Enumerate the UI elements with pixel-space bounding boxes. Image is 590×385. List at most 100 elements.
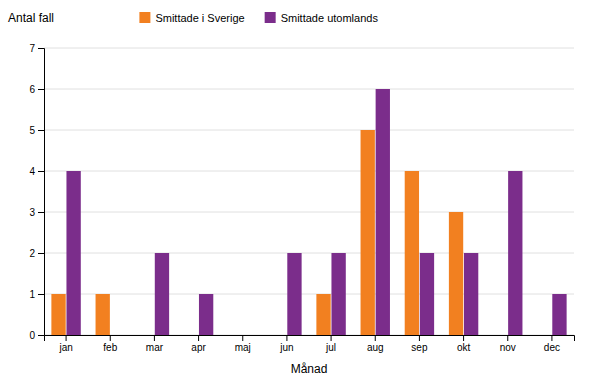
grid-line (44, 253, 574, 254)
bar (272, 335, 286, 336)
tick: maj (235, 335, 251, 353)
tick-label: dec (544, 342, 560, 353)
bars (51, 89, 566, 335)
bar (493, 335, 507, 336)
tick-label: 6 (29, 84, 35, 95)
tick-label: 5 (29, 125, 35, 136)
tick-label: jan (58, 342, 72, 353)
tick-label: okt (457, 342, 471, 353)
tick-mark (286, 335, 287, 341)
tick-mark (507, 335, 508, 341)
tick: jun (279, 335, 293, 353)
tick-mark (551, 335, 552, 341)
tick-label: jul (325, 342, 336, 353)
bar (420, 253, 434, 335)
grid-line (44, 171, 574, 172)
grid-line (44, 212, 574, 213)
chart: janfebmaraprmajjunjulaugsepoktnovdec0123… (0, 0, 590, 385)
tick-mark (38, 335, 44, 336)
axis-line (38, 49, 45, 336)
bar (96, 294, 110, 335)
grid (44, 48, 574, 335)
tick-mark (38, 171, 44, 172)
bar (66, 171, 80, 335)
tick-label: sep (411, 342, 428, 353)
tick: nov (500, 335, 516, 353)
tick: sep (411, 335, 428, 353)
bar (199, 294, 213, 335)
series (66, 89, 566, 335)
tick: 7 (29, 43, 44, 54)
tick-mark (38, 253, 44, 254)
tick: jan (58, 335, 72, 353)
tick: 2 (29, 248, 44, 259)
tick-label: apr (191, 342, 206, 353)
grid-line (44, 130, 574, 131)
bar (331, 253, 345, 335)
tick-mark (331, 335, 332, 341)
tick: aug (367, 335, 384, 353)
bar (537, 335, 551, 336)
tick: apr (191, 335, 206, 353)
tick-mark (463, 335, 464, 341)
bar (464, 253, 478, 335)
grid-line (44, 48, 574, 49)
bar (140, 335, 154, 336)
bar (243, 335, 257, 336)
tick: 1 (29, 289, 44, 300)
tick-mark (38, 212, 44, 213)
bar (361, 130, 375, 335)
y-axis: 01234567 (29, 43, 44, 341)
bar (111, 335, 125, 336)
bar (552, 294, 566, 335)
tick: 3 (29, 207, 44, 218)
tick-mark (198, 335, 199, 341)
tick-mark (419, 335, 420, 341)
tick-mark (154, 335, 155, 341)
tick-label: 2 (29, 248, 35, 259)
bar (376, 89, 390, 335)
tick-label: feb (103, 342, 117, 353)
tick-label: 1 (29, 289, 35, 300)
tick-label: jun (279, 342, 293, 353)
bar (228, 335, 242, 336)
tick-label: nov (500, 342, 516, 353)
bar (405, 171, 419, 335)
tick-mark (38, 130, 44, 131)
tick-mark (38, 89, 44, 90)
tick-label: aug (367, 342, 384, 353)
tick: mar (146, 335, 164, 353)
legend-label: Smittade utomlands (281, 12, 379, 24)
y-axis-title: Antal fall (8, 11, 54, 25)
legend-label: Smittade i Sverige (155, 12, 244, 24)
legend-swatch (139, 12, 150, 23)
bar (508, 171, 522, 335)
tick: dec (544, 335, 560, 353)
tick-mark (66, 335, 67, 341)
tick-label: 3 (29, 207, 35, 218)
tick: 4 (29, 166, 44, 177)
tick-label: 7 (29, 43, 35, 54)
bar (316, 294, 330, 335)
legend-swatch (265, 12, 276, 23)
tick-label: 4 (29, 166, 35, 177)
tick: jul (325, 335, 336, 353)
tick: 5 (29, 125, 44, 136)
bar (155, 253, 169, 335)
tick-mark (38, 48, 44, 49)
tick-mark (38, 294, 44, 295)
tick: feb (103, 335, 117, 353)
series (51, 130, 463, 335)
tick-label: mar (146, 342, 164, 353)
tick-mark (242, 335, 243, 341)
x-axis-title: Månad (291, 362, 328, 376)
grid-line (44, 89, 574, 90)
tick-mark (375, 335, 376, 341)
legend-item: Smittade utomlands (265, 12, 379, 24)
bar (287, 253, 301, 335)
grid-line (44, 294, 574, 295)
tick: 6 (29, 84, 44, 95)
tick-label: maj (235, 342, 251, 353)
x-axis: jan feb mar apr maj jun jul aug sep okt nov dec (45, 335, 575, 353)
bar (184, 335, 198, 336)
